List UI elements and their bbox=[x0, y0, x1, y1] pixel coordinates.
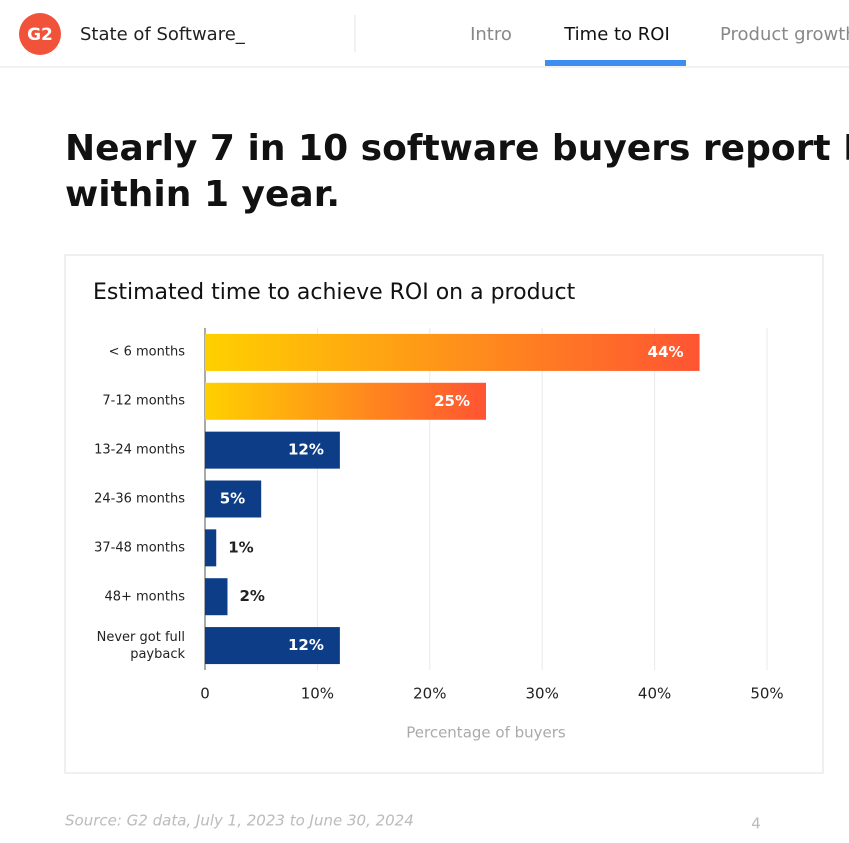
data-label: 5% bbox=[220, 490, 245, 508]
bar bbox=[205, 480, 262, 518]
bar bbox=[205, 578, 228, 616]
page-number: 4 bbox=[751, 815, 761, 833]
chart-title: Estimated time to achieve ROI on a produ… bbox=[93, 280, 576, 305]
x-tick-label: 10% bbox=[301, 685, 334, 703]
x-tick-label: 50% bbox=[750, 685, 783, 703]
logo[interactable]: G2 bbox=[27, 25, 53, 45]
y-tick-label: 48+ months bbox=[104, 589, 185, 605]
bar bbox=[205, 529, 217, 567]
bar bbox=[205, 333, 700, 371]
data-label: 25% bbox=[434, 392, 470, 410]
bar bbox=[205, 382, 486, 420]
x-tick-label: 40% bbox=[638, 685, 671, 703]
source: Source: G2 data, July 1, 2023 to June 30… bbox=[65, 812, 414, 830]
y-tick-label: 37-48 months bbox=[94, 540, 185, 556]
bar bbox=[205, 627, 340, 665]
x-tick-label: 20% bbox=[413, 685, 446, 703]
data-label: 2% bbox=[239, 587, 264, 605]
y-tick-label: 7-12 months bbox=[102, 393, 185, 409]
chart-frame bbox=[64, 254, 824, 774]
nav-underline bbox=[545, 60, 686, 66]
y-tick-label: < 6 months bbox=[108, 344, 185, 360]
data-label: 12% bbox=[288, 441, 324, 459]
report-title[interactable]: State of Software_ bbox=[80, 24, 246, 45]
y-tick-label: 13-24 months bbox=[94, 442, 185, 458]
data-label: 1% bbox=[228, 538, 253, 556]
x-tick-label: 0 bbox=[200, 685, 210, 703]
data-label: 44% bbox=[648, 343, 684, 361]
y-tick-label: Never got full payback bbox=[96, 629, 185, 662]
headline: within 1 year. bbox=[65, 174, 340, 215]
y-tick-label: 24-36 months bbox=[94, 491, 185, 507]
nav-item[interactable]: Intro bbox=[470, 24, 512, 45]
nav-item[interactable]: Time to ROI bbox=[563, 24, 670, 45]
nav-item[interactable]: Product growth bbox=[720, 24, 849, 45]
x-axis-label: Percentage of buyers bbox=[406, 724, 566, 742]
logo-circle[interactable] bbox=[19, 13, 61, 55]
bar bbox=[205, 431, 340, 469]
headline: Nearly 7 in 10 software buyers report RO… bbox=[65, 128, 849, 169]
data-label: 12% bbox=[288, 636, 324, 654]
x-tick-label: 30% bbox=[526, 685, 559, 703]
